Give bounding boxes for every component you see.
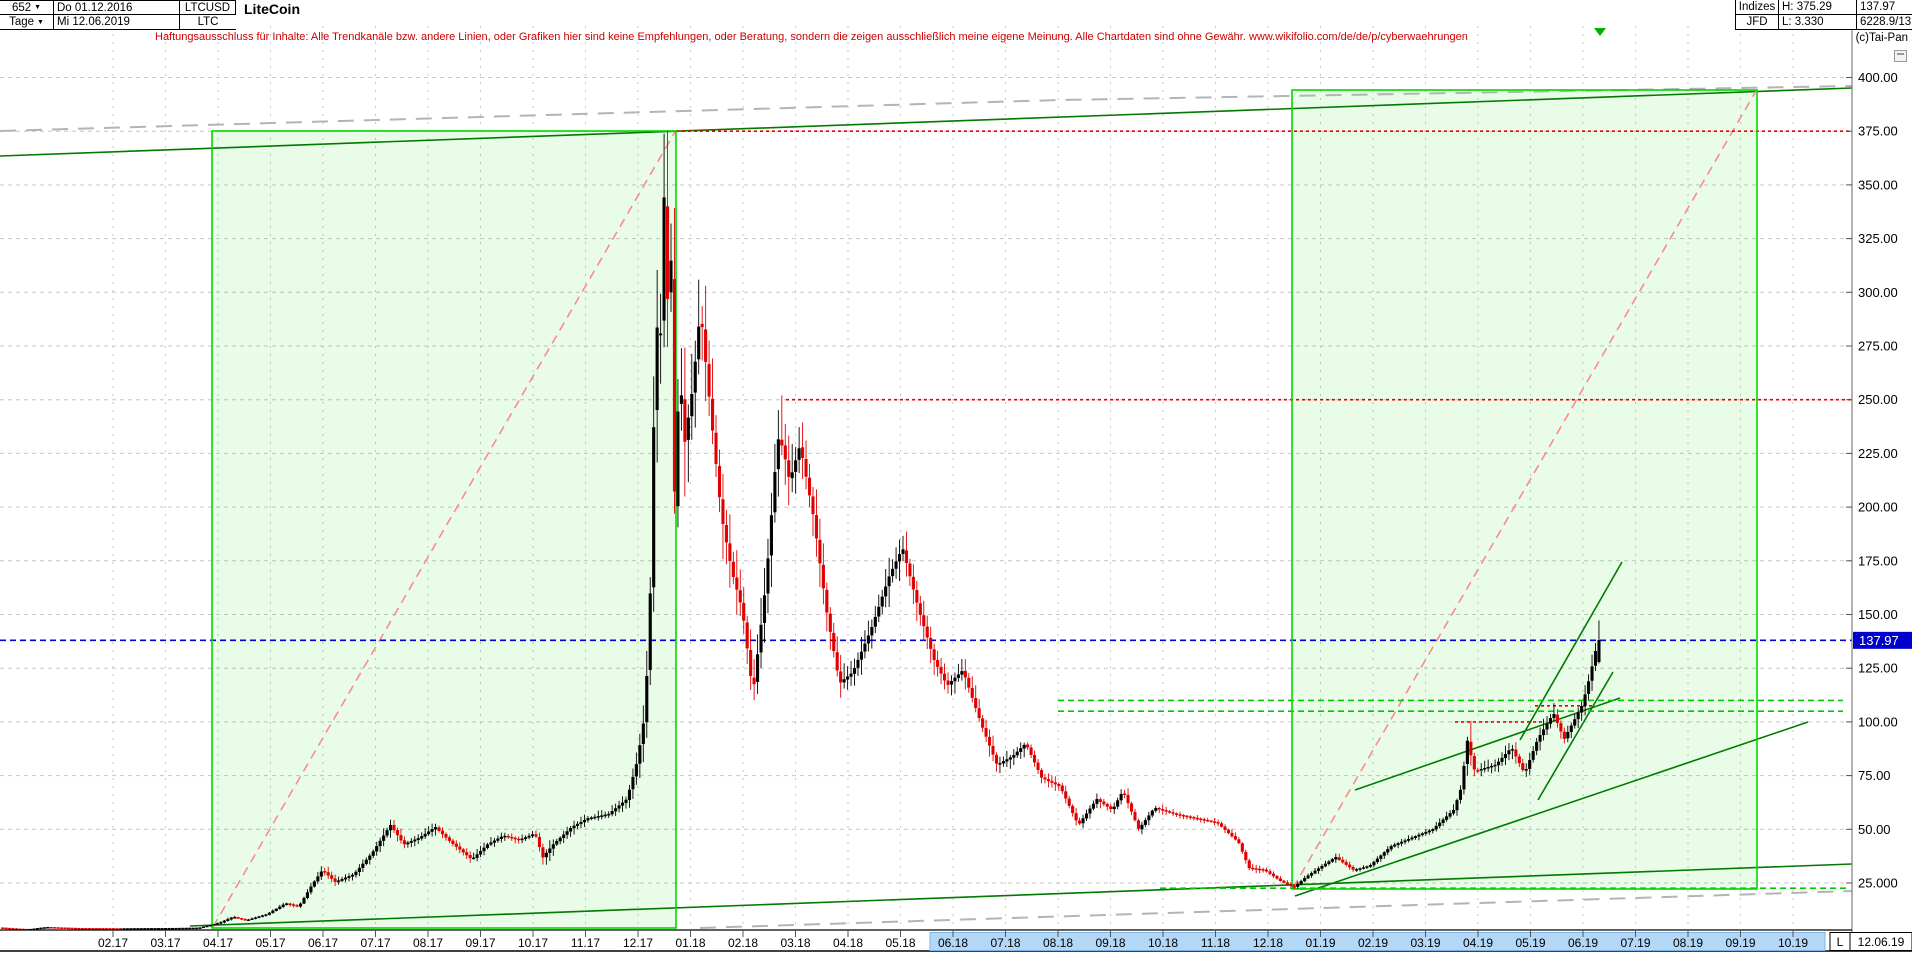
disclaimer-text: Haftungsausschluss für Inhalte: Alle Tre… [155,31,1468,43]
svg-text:10.17: 10.17 [518,936,548,950]
svg-text:12.18: 12.18 [1253,936,1283,950]
chevron-down-icon: ▼ [37,18,44,26]
svg-text:07.18: 07.18 [990,936,1020,950]
svg-text:75.00: 75.00 [1858,768,1891,783]
price-levels [0,130,1852,889]
svg-text:02.19: 02.19 [1358,936,1388,950]
collapse-panel-icon[interactable] [1894,50,1907,62]
svg-text:05.17: 05.17 [255,936,285,950]
svg-text:100.00: 100.00 [1858,714,1898,729]
svg-text:05.18: 05.18 [885,936,915,950]
svg-text:11.17: 11.17 [571,936,600,950]
svg-text:05.19: 05.19 [1515,936,1545,950]
volume-stat: 6228.9/13 [1857,15,1912,30]
period-value: Tage [9,16,34,28]
symbol-short-value: LTC [197,16,219,28]
symbol-cell[interactable]: LTCUSD [180,0,236,15]
svg-text:01.18: 01.18 [675,936,705,950]
svg-text:04.19: 04.19 [1463,936,1493,950]
date-from-field[interactable]: Do 01.12.2016 [54,0,180,15]
period-dropdown[interactable]: Tage ▼ [0,15,54,30]
trend-boxes [212,90,1757,928]
date-axis: 02.17 03.17 04.17 05.17 06.17 07.17 08.17 09.17… [98,930,1826,951]
last-date-box: L 12.06.19 [1829,932,1912,951]
svg-text:225.00: 225.00 [1858,446,1898,461]
svg-text:L: L [1837,935,1844,949]
svg-text:325.00: 325.00 [1858,231,1898,246]
last-price-tag: 137.97 [1853,631,1912,649]
svg-text:06.17: 06.17 [308,936,338,950]
svg-text:08.17: 08.17 [413,936,443,950]
svg-text:09.18: 09.18 [1095,936,1125,950]
date-to-value: Mi 12.06.2019 [57,16,130,28]
svg-text:06.18: 06.18 [938,936,968,950]
last-price-stat: 137.97 [1857,0,1912,15]
svg-text:02.18: 02.18 [728,936,758,950]
svg-text:350.00: 350.00 [1858,177,1898,192]
svg-text:09.17: 09.17 [465,936,495,950]
broker-cell: JFD [1735,15,1779,30]
svg-text:10.18: 10.18 [1148,936,1178,950]
date-from-value: Do 01.12.2016 [57,1,133,14]
svg-text:50.00: 50.00 [1858,822,1891,837]
svg-text:01.19: 01.19 [1305,936,1335,950]
svg-text:10.19: 10.19 [1778,936,1808,950]
svg-text:25.000: 25.000 [1858,876,1898,891]
instrument-title: LiteCoin [244,1,300,17]
svg-text:137.97: 137.97 [1859,633,1899,648]
month-gridlines [112,26,1794,930]
symbol-short-cell: LTC [180,15,236,30]
group-cell: Indizes [1735,0,1779,15]
svg-text:11.18: 11.18 [1201,936,1230,950]
bars-count-dropdown[interactable]: 652 ▼ [0,0,54,15]
svg-text:375.00: 375.00 [1858,124,1898,139]
svg-text:09.19: 09.19 [1725,936,1755,950]
svg-text:125.00: 125.00 [1858,661,1898,676]
svg-text:03.18: 03.18 [780,936,810,950]
price-axis-labels: 400.00 375.00 350.00 325.00 300.00 275.00 250.… [1846,70,1898,891]
svg-text:08.18: 08.18 [1043,936,1073,950]
svg-text:03.19: 03.19 [1410,936,1440,950]
high-stat: H: 375.29 [1779,0,1857,15]
svg-text:200.00: 200.00 [1858,500,1898,515]
svg-text:04.18: 04.18 [833,936,863,950]
current-date-marker-icon [1594,28,1606,36]
candlesticks[interactable] [1,130,1601,931]
date-to-field[interactable]: Mi 12.06.2019 [54,15,180,30]
svg-text:08.19: 08.19 [1673,936,1703,950]
svg-text:07.19: 07.19 [1620,936,1650,950]
symbol-value: LTCUSD [184,1,231,14]
svg-text:175.00: 175.00 [1858,553,1898,568]
svg-text:400.00: 400.00 [1858,70,1898,85]
copyright-label: (c)Tai-Pan [1855,32,1908,44]
svg-text:04.17: 04.17 [203,936,233,950]
svg-text:275.00: 275.00 [1858,339,1898,354]
svg-text:07.17: 07.17 [360,936,390,950]
svg-text:250.00: 250.00 [1858,392,1898,407]
bars-count-value: 652 [11,1,32,14]
trend-box-borders [211,89,1758,929]
svg-text:06.19: 06.19 [1568,936,1598,950]
svg-text:12.17: 12.17 [623,936,653,950]
svg-text:300.00: 300.00 [1858,285,1898,300]
low-stat: L: 3.330 [1779,15,1857,30]
svg-text:12.06.19: 12.06.19 [1858,935,1905,949]
svg-text:150.00: 150.00 [1858,607,1898,622]
svg-text:03.17: 03.17 [150,936,180,950]
svg-text:02.17: 02.17 [98,936,128,950]
chevron-down-icon: ▼ [34,4,42,11]
